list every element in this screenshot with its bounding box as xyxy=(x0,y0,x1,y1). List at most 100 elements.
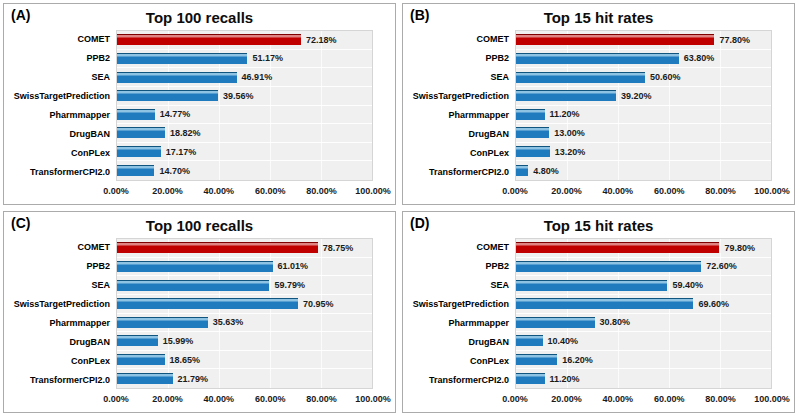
chart-panel-d: (D)Top 15 hit ratesCOMETPPB2SEASwissTarg… xyxy=(402,211,795,413)
value-label: 78.75% xyxy=(323,243,354,253)
bar-transformercpi2-0 xyxy=(516,373,545,384)
bar-row: 39.56% xyxy=(117,87,372,106)
chart-panel-c: (C)Top 100 recallsCOMETPPB2SEASwissTarge… xyxy=(3,211,396,413)
chart-panel-a: (A)Top 100 recallsCOMETPPB2SEASwissTarge… xyxy=(3,3,396,205)
value-label: 51.17% xyxy=(252,53,283,63)
chart-title: Top 100 recalls xyxy=(4,216,395,236)
x-tick-label: 60.00% xyxy=(654,394,685,404)
value-label: 11.20% xyxy=(550,109,580,119)
value-label: 10.40% xyxy=(548,336,579,346)
x-tick-label: 40.00% xyxy=(603,186,634,196)
category-label: TransformerCPI2.0 xyxy=(6,370,110,389)
category-label: ConPLex xyxy=(405,351,509,370)
value-label: 17.17% xyxy=(166,147,197,157)
category-label: DrugBAN xyxy=(405,332,509,351)
bar-conplex xyxy=(117,354,165,365)
value-label: 35.63% xyxy=(213,317,244,327)
value-label: 59.79% xyxy=(274,280,305,290)
value-label: 39.56% xyxy=(223,91,254,101)
x-axis: 0.00%20.00%40.00%60.00%80.00%100.00% xyxy=(515,394,772,407)
bar-row: 13.20% xyxy=(516,143,771,162)
x-tick-label: 100.00% xyxy=(355,394,391,404)
x-tick-label: 80.00% xyxy=(306,186,337,196)
bar-row: 14.70% xyxy=(117,161,372,180)
bar-row: 11.20% xyxy=(516,369,771,388)
bar-drugban xyxy=(117,127,165,138)
bar-swisstargetprediction xyxy=(516,90,616,101)
category-axis: COMETPPB2SEASwissTargetPredictionPharmma… xyxy=(405,30,509,181)
bar-swisstargetprediction xyxy=(117,90,218,101)
x-tick-label: 60.00% xyxy=(654,186,685,196)
category-label: Pharmmapper xyxy=(6,106,110,125)
bar-row: 14.77% xyxy=(117,106,372,125)
category-label: PPB2 xyxy=(6,257,110,276)
x-axis: 0.00%20.00%40.00%60.00%80.00%100.00% xyxy=(116,186,373,199)
bar-row: 39.20% xyxy=(516,87,771,106)
bar-comet xyxy=(117,242,318,253)
chart-title: Top 15 hit rates xyxy=(403,8,794,28)
bar-row: 17.17% xyxy=(117,143,372,162)
bar-row: 30.80% xyxy=(516,314,771,333)
bar-row: 18.65% xyxy=(117,351,372,370)
x-tick-label: 40.00% xyxy=(204,394,235,404)
bar-row: 51.17% xyxy=(117,50,372,69)
bar-row: 72.60% xyxy=(516,258,771,277)
category-label: ConPLex xyxy=(405,143,509,162)
value-label: 15.99% xyxy=(163,336,194,346)
category-label: SwissTargetPrediction xyxy=(405,87,509,106)
bar-ppb2 xyxy=(516,261,701,272)
panel-letter-label: (D) xyxy=(410,215,429,231)
chart-body: COMETPPB2SEASwissTargetPredictionPharmma… xyxy=(515,238,772,389)
bar-ppb2 xyxy=(117,261,273,272)
value-label: 77.80% xyxy=(719,35,750,45)
category-label: Pharmmapper xyxy=(6,314,110,333)
value-label: 30.80% xyxy=(600,317,631,327)
category-label: SEA xyxy=(6,276,110,295)
bar-row: 79.80% xyxy=(516,239,771,258)
bar-row: 18.82% xyxy=(117,124,372,143)
category-label: PPB2 xyxy=(405,257,509,276)
bar-row: 21.79% xyxy=(117,369,372,388)
bar-row: 13.00% xyxy=(516,124,771,143)
chart-panel-b: (B)Top 15 hit ratesCOMETPPB2SEASwissTarg… xyxy=(402,3,795,205)
bar-swisstargetprediction xyxy=(516,298,693,309)
bar-row: 16.20% xyxy=(516,351,771,370)
x-tick-label: 60.00% xyxy=(255,394,286,404)
category-label: SwissTargetPrediction xyxy=(6,87,110,106)
bar-row: 11.20% xyxy=(516,106,771,125)
value-label: 79.80% xyxy=(724,243,755,253)
bar-row: 50.60% xyxy=(516,68,771,87)
category-axis: COMETPPB2SEASwissTargetPredictionPharmma… xyxy=(6,30,110,181)
x-tick-label: 0.00% xyxy=(502,394,528,404)
panel-letter-label: (B) xyxy=(410,7,429,23)
value-label: 13.20% xyxy=(555,147,586,157)
bar-swisstargetprediction xyxy=(117,298,298,309)
x-tick-label: 80.00% xyxy=(705,186,736,196)
chart-title: Top 15 hit rates xyxy=(403,216,794,236)
value-label: 72.60% xyxy=(706,261,737,271)
value-label: 69.60% xyxy=(698,299,729,309)
x-tick-label: 20.00% xyxy=(152,186,183,196)
chart-body: COMETPPB2SEASwissTargetPredictionPharmma… xyxy=(116,238,373,389)
bar-comet xyxy=(117,34,301,45)
value-label: 13.00% xyxy=(554,128,585,138)
value-label: 11.20% xyxy=(550,374,580,384)
x-tick-label: 40.00% xyxy=(603,394,634,404)
x-tick-label: 100.00% xyxy=(754,186,790,196)
bar-pharmmapper xyxy=(117,317,208,328)
bar-row: 78.75% xyxy=(117,239,372,258)
bar-conplex xyxy=(516,354,557,365)
bar-pharmmapper xyxy=(516,317,595,328)
bar-row: 70.95% xyxy=(117,295,372,314)
x-axis: 0.00%20.00%40.00%60.00%80.00%100.00% xyxy=(116,394,373,407)
value-label: 39.20% xyxy=(621,91,652,101)
bar-row: 46.91% xyxy=(117,68,372,87)
value-label: 16.20% xyxy=(562,355,593,365)
value-label: 72.18% xyxy=(306,35,337,45)
bar-conplex xyxy=(516,146,550,157)
plot-area: 78.75%61.01%59.79%70.95%35.63%15.99%18.6… xyxy=(116,238,373,389)
value-label: 18.82% xyxy=(170,128,201,138)
category-label: PPB2 xyxy=(405,49,509,68)
category-label: Pharmmapper xyxy=(405,106,509,125)
category-axis: COMETPPB2SEASwissTargetPredictionPharmma… xyxy=(6,238,110,389)
